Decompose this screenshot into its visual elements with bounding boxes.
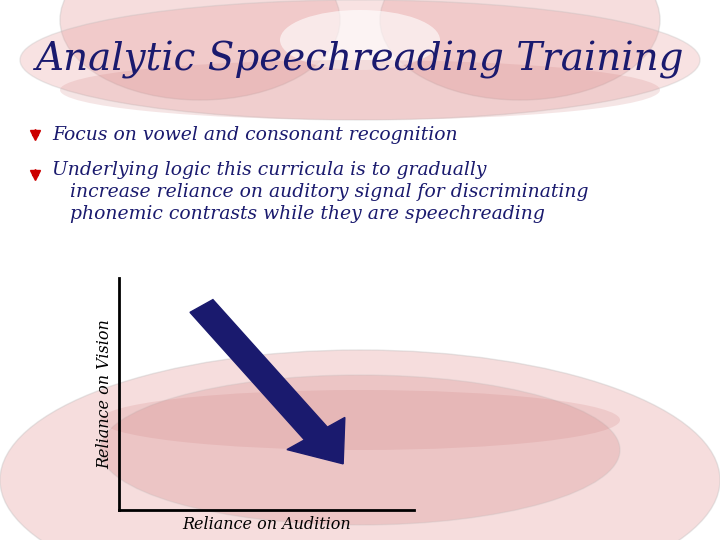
Text: Underlying logic this curricula is to gradually: Underlying logic this curricula is to gr… <box>52 161 487 179</box>
Ellipse shape <box>60 60 660 120</box>
Ellipse shape <box>280 10 440 70</box>
Y-axis label: Reliance on Vision: Reliance on Vision <box>96 319 113 469</box>
Text: increase reliance on auditory signal for discriminating: increase reliance on auditory signal for… <box>70 183 588 201</box>
X-axis label: Reliance on Audition: Reliance on Audition <box>182 516 351 533</box>
FancyArrow shape <box>190 300 345 464</box>
Ellipse shape <box>100 375 620 525</box>
Text: Analytic Speechreading Training: Analytic Speechreading Training <box>36 41 684 79</box>
Ellipse shape <box>20 0 700 120</box>
Text: phonemic contrasts while they are speechreading: phonemic contrasts while they are speech… <box>70 205 545 223</box>
Ellipse shape <box>380 0 660 100</box>
Ellipse shape <box>0 350 720 540</box>
Ellipse shape <box>60 0 340 100</box>
Text: Focus on vowel and consonant recognition: Focus on vowel and consonant recognition <box>52 126 458 144</box>
Ellipse shape <box>100 390 620 450</box>
Ellipse shape <box>10 230 710 310</box>
